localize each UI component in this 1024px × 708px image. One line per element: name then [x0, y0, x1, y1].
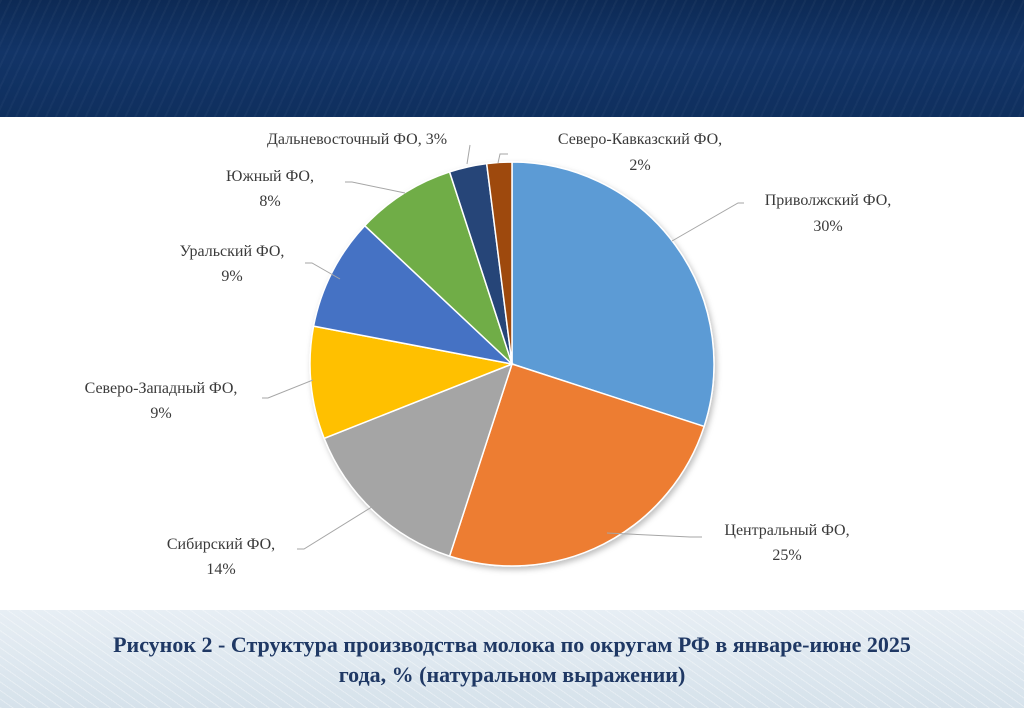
leader-line-8 — [497, 153, 508, 164]
caption-line-1: Рисунок 2 - Структура производства молок… — [113, 632, 911, 657]
leader-line-2 — [606, 532, 702, 538]
figure-caption: Рисунок 2 - Структура производства молок… — [30, 630, 994, 690]
slice-label-5: Уральский ФО, 9% — [180, 243, 285, 285]
leader-line-4 — [262, 379, 314, 399]
slice-label-3: Сибирский ФО, 14% — [167, 536, 275, 578]
pie-slice-6 — [363, 170, 513, 365]
pie-slice-3 — [323, 362, 514, 558]
chart-area: Приволжский ФО, 30% Центральный ФО, 25% Сиби… — [0, 117, 1024, 610]
header-band — [0, 0, 1024, 117]
leader-line-3 — [297, 504, 376, 550]
leader-line-7 — [466, 144, 471, 165]
slice-label-2: Центральный ФО, 25% — [724, 522, 849, 564]
leader-line-5 — [305, 262, 341, 280]
slice-label-1: Приволжский ФО, 30% — [765, 192, 892, 235]
slice-label-8: Северо-Кавказский ФО, 2% — [558, 131, 722, 174]
pie-slice-2 — [448, 363, 706, 567]
pie-chart: Приволжский ФО, 30% Центральный ФО, 25% Сиби… — [85, 131, 892, 578]
caption-line-2: года, % (натуральном выражении) — [338, 662, 686, 687]
pie-slice-5 — [312, 224, 515, 366]
footer-band — [0, 610, 1024, 708]
slice-label-4: Северо-Западный ФО, 9% — [85, 380, 238, 422]
pie-slice-1 — [511, 161, 715, 428]
slice-label-6: Южный ФО, 8% — [226, 168, 314, 210]
pie-slice-4 — [309, 325, 515, 440]
leader-line-1 — [671, 202, 744, 242]
slice-label-7: Дальневосточный ФО, 3% — [267, 131, 447, 148]
pie-slice-8 — [485, 161, 513, 365]
leader-line-6 — [345, 181, 406, 194]
